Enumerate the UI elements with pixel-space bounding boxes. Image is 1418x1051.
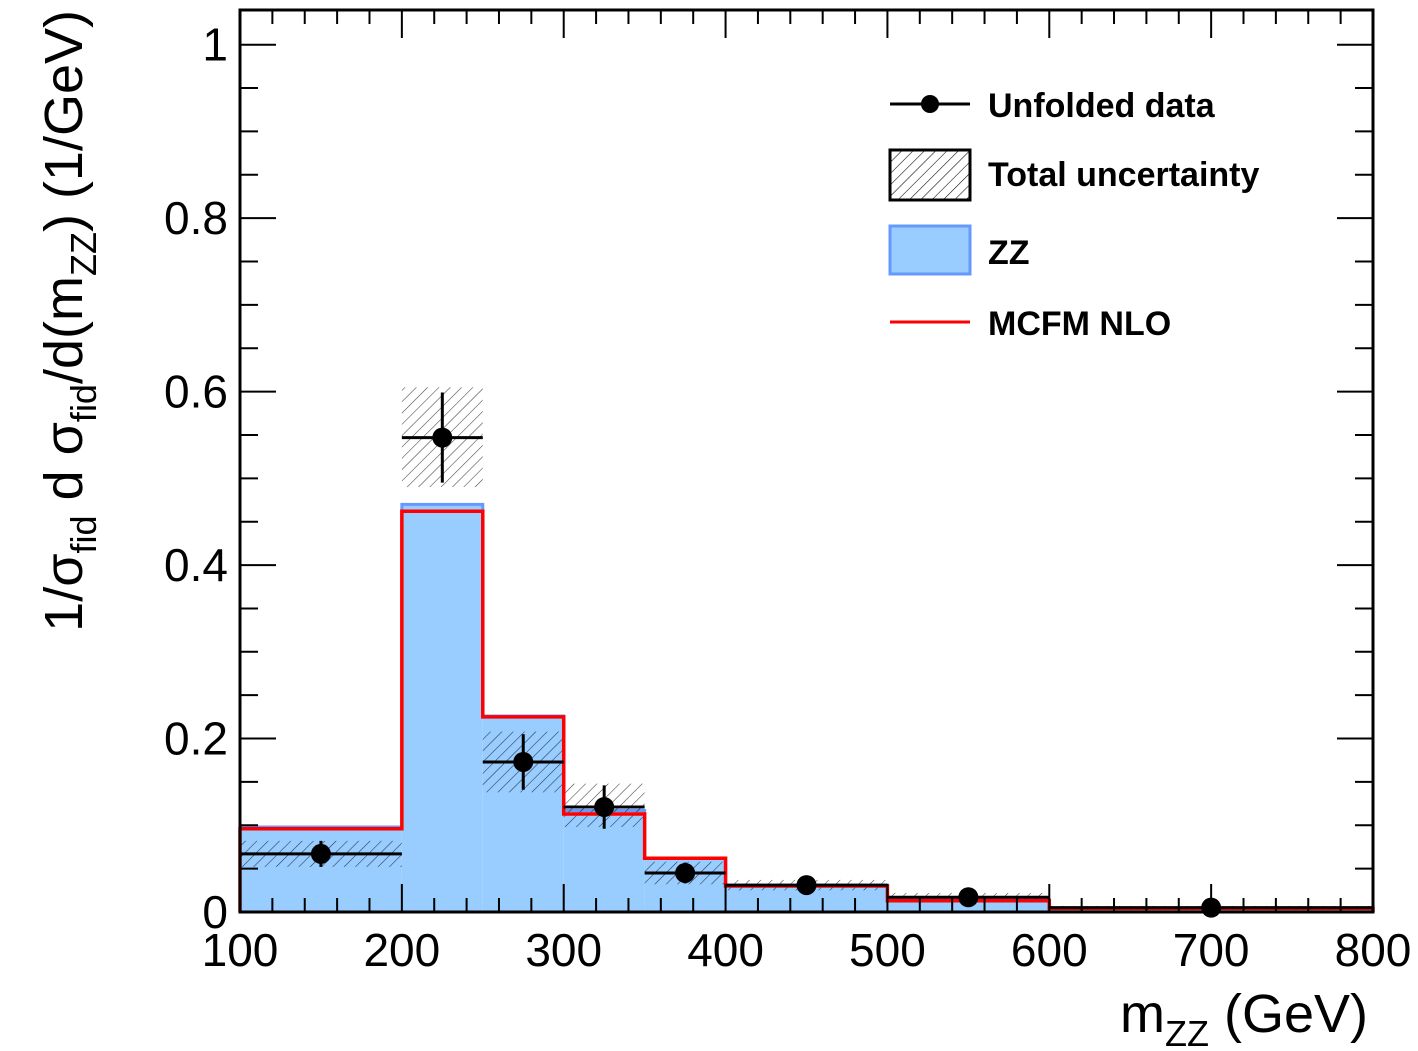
zz-bar bbox=[401, 504, 483, 912]
x-tick-label: 600 bbox=[1011, 924, 1088, 976]
data-marker bbox=[594, 797, 615, 818]
data-marker bbox=[432, 427, 453, 448]
legend-label-mcfm-nlo: MCFM NLO bbox=[988, 305, 1171, 343]
y-tick-label: 0.8 bbox=[164, 192, 228, 244]
x-axis-label: mZZ (GeV) bbox=[1120, 984, 1368, 1051]
legend-entry-total-uncertainty: Total uncertainty bbox=[888, 148, 1259, 202]
data-point bbox=[644, 862, 726, 884]
plot-frame bbox=[238, 8, 1375, 914]
y-tick-label: 1 bbox=[202, 19, 228, 71]
data-marker bbox=[310, 843, 331, 864]
y-tick-label: 0 bbox=[202, 886, 228, 938]
y-axis-label: 1/σfid d σfid/d(mZZ) (1/GeV) bbox=[34, 10, 104, 632]
data-point bbox=[563, 785, 645, 829]
x-tick-label: 500 bbox=[849, 924, 926, 976]
x-tick-label: 200 bbox=[363, 924, 440, 976]
data-marker bbox=[796, 875, 817, 896]
data-point bbox=[725, 875, 888, 896]
zz-histogram bbox=[238, 502, 1375, 912]
data-point bbox=[401, 392, 483, 483]
x-tick-label: 100 bbox=[202, 924, 279, 976]
data-marker bbox=[675, 862, 696, 883]
y-tick-label: 0.2 bbox=[164, 713, 228, 765]
data-marker bbox=[958, 887, 979, 908]
y-tick-label: 0.4 bbox=[164, 539, 228, 591]
data-point bbox=[887, 887, 1050, 908]
legend-label-unfolded-data: Unfolded data bbox=[988, 87, 1216, 125]
legend: Unfolded data Total uncertainty ZZ MCFM … bbox=[888, 87, 1259, 343]
x-tick-label: 400 bbox=[687, 924, 764, 976]
zz-bar bbox=[240, 827, 402, 912]
legend-entry-zz: ZZ bbox=[888, 224, 1030, 276]
legend-label-total-uncertainty: Total uncertainty bbox=[988, 156, 1259, 194]
data-marker bbox=[513, 751, 534, 772]
legend-label-zz: ZZ bbox=[988, 234, 1030, 272]
data-point bbox=[240, 840, 402, 867]
axis-ticks: 100 200 300 400 500 600 700 800 0 0.2 0.4 0.6 0.8 1 bbox=[164, 10, 1411, 976]
y-tick-label: 0.6 bbox=[164, 366, 228, 418]
x-tick-label: 300 bbox=[525, 924, 602, 976]
legend-entry-unfolded-data: Unfolded data bbox=[890, 87, 1216, 125]
x-tick-label: 800 bbox=[1335, 924, 1412, 976]
data-point bbox=[482, 734, 564, 790]
legend-entry-mcfm-nlo: MCFM NLO bbox=[890, 305, 1171, 343]
x-tick-label: 700 bbox=[1173, 924, 1250, 976]
